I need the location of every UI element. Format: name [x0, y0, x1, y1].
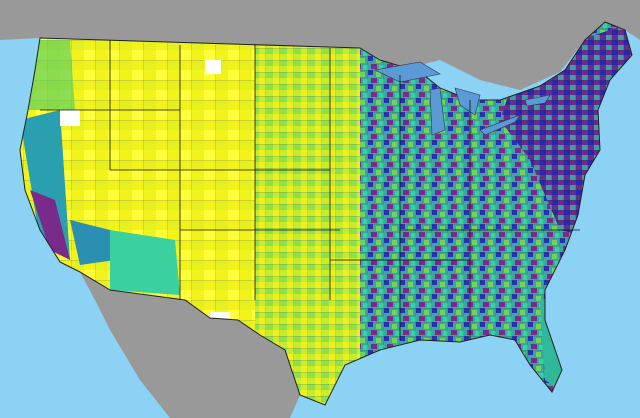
plains-region	[255, 22, 365, 405]
canada	[0, 0, 640, 90]
nodata	[60, 110, 80, 126]
lake-huron	[454, 87, 481, 116]
lake-superior	[374, 61, 441, 83]
lake-ontario	[524, 94, 551, 107]
lake-erie	[479, 114, 521, 136]
us-border	[19, 21, 633, 406]
nevada-south	[70, 220, 115, 265]
state-borders	[40, 40, 580, 340]
nodata	[205, 60, 221, 74]
mexico	[80, 272, 300, 418]
great-lakes	[374, 61, 551, 136]
arizona	[110, 230, 180, 295]
lake-michigan	[429, 87, 446, 136]
california-south	[30, 190, 70, 260]
